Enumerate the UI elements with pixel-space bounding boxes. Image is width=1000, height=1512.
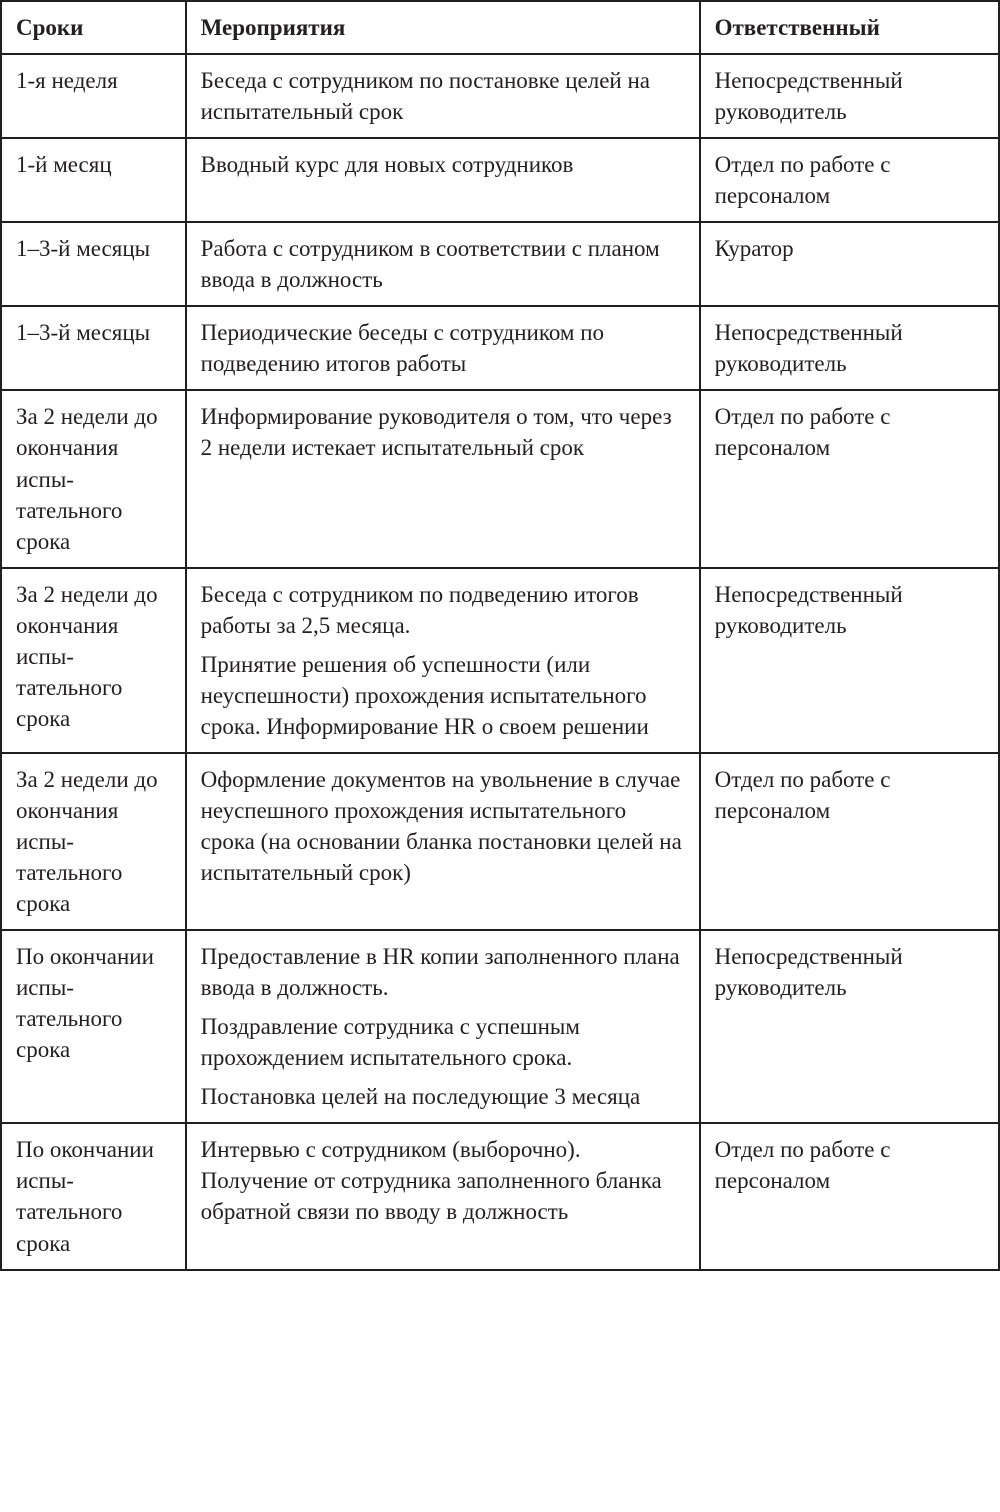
cell-activity: Оформление документов на уволь­нение в с… xyxy=(186,753,700,930)
table-row: 1–3-й ме­сяцыПериодические беседы с сотр… xyxy=(1,306,999,390)
header-period: Сроки xyxy=(1,1,186,54)
cell-period: По оконча­нии испы­тательного срока xyxy=(1,930,186,1123)
table-header-row: Сроки Мероприятия Ответственный xyxy=(1,1,999,54)
cell-activity: Предоставление в HR копии заполненного п… xyxy=(186,930,700,1123)
cell-responsible: Куратор xyxy=(700,222,999,306)
cell-activity: Работа с сотрудником в соответ­ствии с п… xyxy=(186,222,700,306)
cell-period: За 2 недели до оконча­ния испы­тательног… xyxy=(1,753,186,930)
cell-responsible: Непосредствен­ный руководи­тель xyxy=(700,54,999,138)
table-body: 1-я неделяБеседа с сотрудником по постан… xyxy=(1,54,999,1270)
cell-period: За 2 недели до оконча­ния испы­тательног… xyxy=(1,390,186,567)
cell-responsible: Непосредствен­ный руководи­тель xyxy=(700,930,999,1123)
activity-paragraph: Беседа с сотрудником по подведе­нию итог… xyxy=(201,579,685,641)
header-responsible: Ответственный xyxy=(700,1,999,54)
cell-responsible: Отдел по работе с персоналом xyxy=(700,1123,999,1269)
cell-activity: Периодические беседы с сотрудни­ком по п… xyxy=(186,306,700,390)
table-row: За 2 недели до оконча­ния испы­тательног… xyxy=(1,390,999,567)
table-row: 1-й месяц Вводный курс для новых сотрудни… xyxy=(1,138,999,222)
table-row: По оконча­нии испы­тательного срокаПредо… xyxy=(1,930,999,1123)
cell-activity: Информирование руководителя о том, что ч… xyxy=(186,390,700,567)
table-row: 1-я неделяБеседа с сотрудником по постан… xyxy=(1,54,999,138)
activity-paragraph: Предоставление в HR копии заполненного п… xyxy=(201,941,685,1003)
cell-period: 1-я неделя xyxy=(1,54,186,138)
cell-responsible: Непосредствен­ный руководи­тель xyxy=(700,568,999,753)
table-row: За 2 недели до оконча­ния испы­тательног… xyxy=(1,568,999,753)
activity-paragraph: Поздравление сотрудника с успеш­ным прох… xyxy=(201,1011,685,1073)
table-row: За 2 недели до оконча­ния испы­тательног… xyxy=(1,753,999,930)
cell-period: За 2 недели до оконча­ния испы­тательног… xyxy=(1,568,186,753)
cell-period: 1–3-й ме­сяцы xyxy=(1,222,186,306)
activity-paragraph: Принятие решения об успешности (или неус… xyxy=(201,649,685,742)
activity-paragraph: Интервью с сотрудником (выбороч­но). Пол… xyxy=(201,1134,685,1227)
cell-activity: Беседа с сотрудником по подведе­нию итог… xyxy=(186,568,700,753)
cell-responsible: Отдел по работе с персоналом xyxy=(700,390,999,567)
activity-paragraph: Периодические беседы с сотрудни­ком по п… xyxy=(201,317,685,379)
activity-paragraph: Информирование руководителя о том, что ч… xyxy=(201,401,685,463)
activity-paragraph: Беседа с сотрудником по постановке целей… xyxy=(201,65,685,127)
cell-activity: Вводный курс для новых сотрудни­ков xyxy=(186,138,700,222)
header-activity: Мероприятия xyxy=(186,1,700,54)
activity-paragraph: Работа с сотрудником в соответ­ствии с п… xyxy=(201,233,685,295)
cell-activity: Беседа с сотрудником по постановке целей… xyxy=(186,54,700,138)
cell-responsible: Отдел по работе с персоналом xyxy=(700,138,999,222)
cell-responsible: Непосредствен­ный руководи­тель xyxy=(700,306,999,390)
cell-period: По оконча­нии испы­тательного срока xyxy=(1,1123,186,1269)
activity-paragraph: Постановка целей на последующие 3 месяца xyxy=(201,1081,685,1112)
cell-period: 1–3-й ме­сяцы xyxy=(1,306,186,390)
cell-responsible: Отдел по работе с персоналом xyxy=(700,753,999,930)
cell-activity: Интервью с сотрудником (выбороч­но). Пол… xyxy=(186,1123,700,1269)
activity-paragraph: Оформление документов на уволь­нение в с… xyxy=(201,764,685,888)
table-row: 1–3-й ме­сяцыРабота с сотрудником в соот… xyxy=(1,222,999,306)
schedule-table: Сроки Мероприятия Ответственный 1-я неде… xyxy=(0,0,1000,1271)
cell-period: 1-й месяц xyxy=(1,138,186,222)
activity-paragraph: Вводный курс для новых сотрудни­ков xyxy=(201,149,685,180)
table-row: По оконча­нии испы­тательного срокаИнтер… xyxy=(1,1123,999,1269)
